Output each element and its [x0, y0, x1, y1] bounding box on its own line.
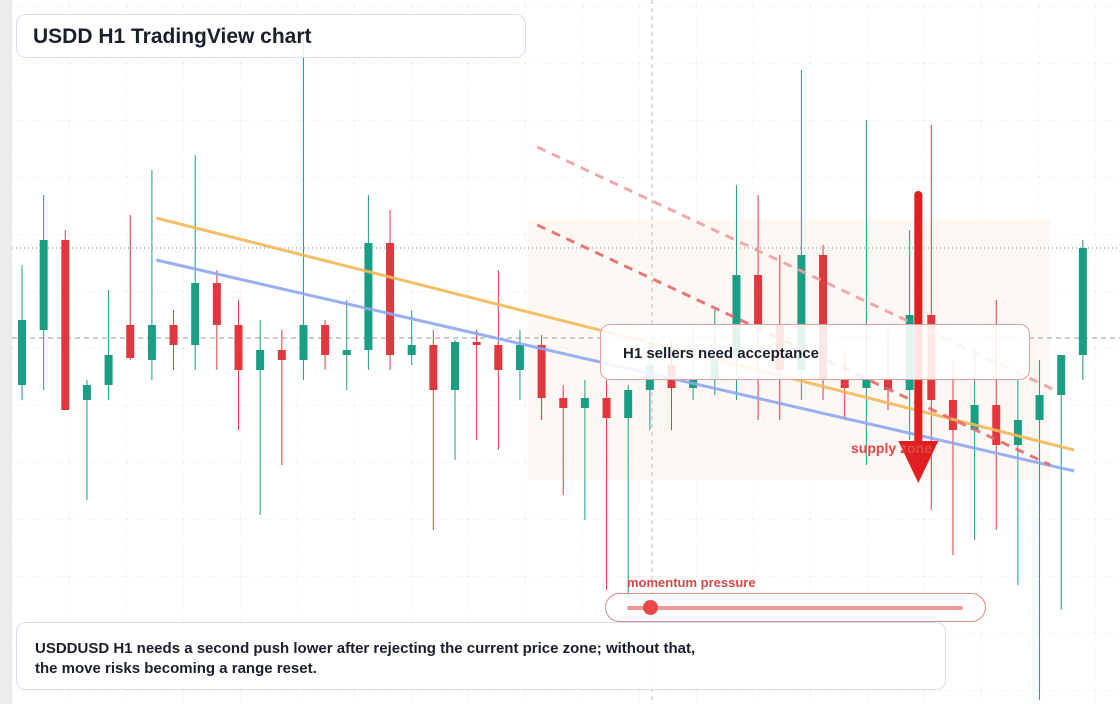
- momentum-label: momentum pressure: [627, 575, 756, 590]
- candle-body: [321, 325, 330, 355]
- candle-body: [797, 255, 806, 370]
- candle-body: [992, 405, 1001, 445]
- candle-body: [1078, 248, 1087, 355]
- candle-body: [191, 283, 200, 345]
- candle-body: [451, 342, 459, 390]
- note-box: USDDUSD H1 needs a second push lower aft…: [16, 622, 946, 690]
- candle-body: [18, 320, 26, 385]
- candle-body: [429, 345, 438, 390]
- candle-body: [537, 345, 546, 398]
- candle-body: [970, 405, 979, 430]
- candle-body: [386, 243, 395, 355]
- candle-body: [948, 400, 957, 430]
- candle-body: [39, 240, 48, 330]
- title-box: USDD H1 TradingView chart: [16, 14, 526, 58]
- slider-track: [627, 606, 963, 610]
- chart-title: USDD H1 TradingView chart: [33, 25, 312, 48]
- candle-body: [472, 342, 481, 345]
- candle-body: [1035, 395, 1044, 420]
- note-line: USDDUSD H1 needs a second push lower aft…: [35, 640, 696, 657]
- candle-body: [104, 355, 113, 385]
- candle-body: [212, 283, 221, 325]
- candle-body: [840, 380, 849, 388]
- slider-knob: [643, 600, 659, 615]
- candle-body: [1013, 420, 1022, 445]
- callout: H1 sellers need acceptance: [600, 324, 1030, 380]
- note-line: the move risks becoming a range reset.: [35, 660, 317, 677]
- candle-body: [277, 350, 286, 360]
- candle-body: [515, 345, 524, 370]
- candle-body: [61, 240, 70, 410]
- trendline: [536, 223, 1052, 467]
- candle-body: [754, 275, 763, 325]
- candle-body: [624, 390, 633, 418]
- candle-body: [364, 243, 373, 350]
- candle-body: [256, 350, 265, 370]
- zone-label: supply zone: [851, 440, 932, 456]
- candle-body: [884, 380, 892, 390]
- momentum-slider: [605, 593, 986, 622]
- candle-body: [602, 398, 611, 418]
- candle-body: [819, 255, 828, 380]
- candle-body: [862, 380, 871, 388]
- candle-body: [82, 385, 91, 400]
- candle-body: [407, 345, 416, 355]
- candle-body: [494, 345, 503, 370]
- candle-body: [1057, 355, 1066, 395]
- candle-body: [234, 325, 243, 370]
- candle-body: [147, 325, 156, 360]
- arrow-head: [898, 441, 939, 483]
- candle-body: [126, 325, 135, 358]
- candle-body: [732, 275, 741, 355]
- candle-body: [580, 398, 589, 408]
- candle-body: [342, 350, 351, 355]
- left-edge: [0, 0, 12, 704]
- candle-body: [169, 325, 178, 345]
- candle-body: [299, 325, 308, 360]
- callout-text: H1 sellers need acceptance: [623, 345, 819, 362]
- candle-body: [559, 398, 568, 408]
